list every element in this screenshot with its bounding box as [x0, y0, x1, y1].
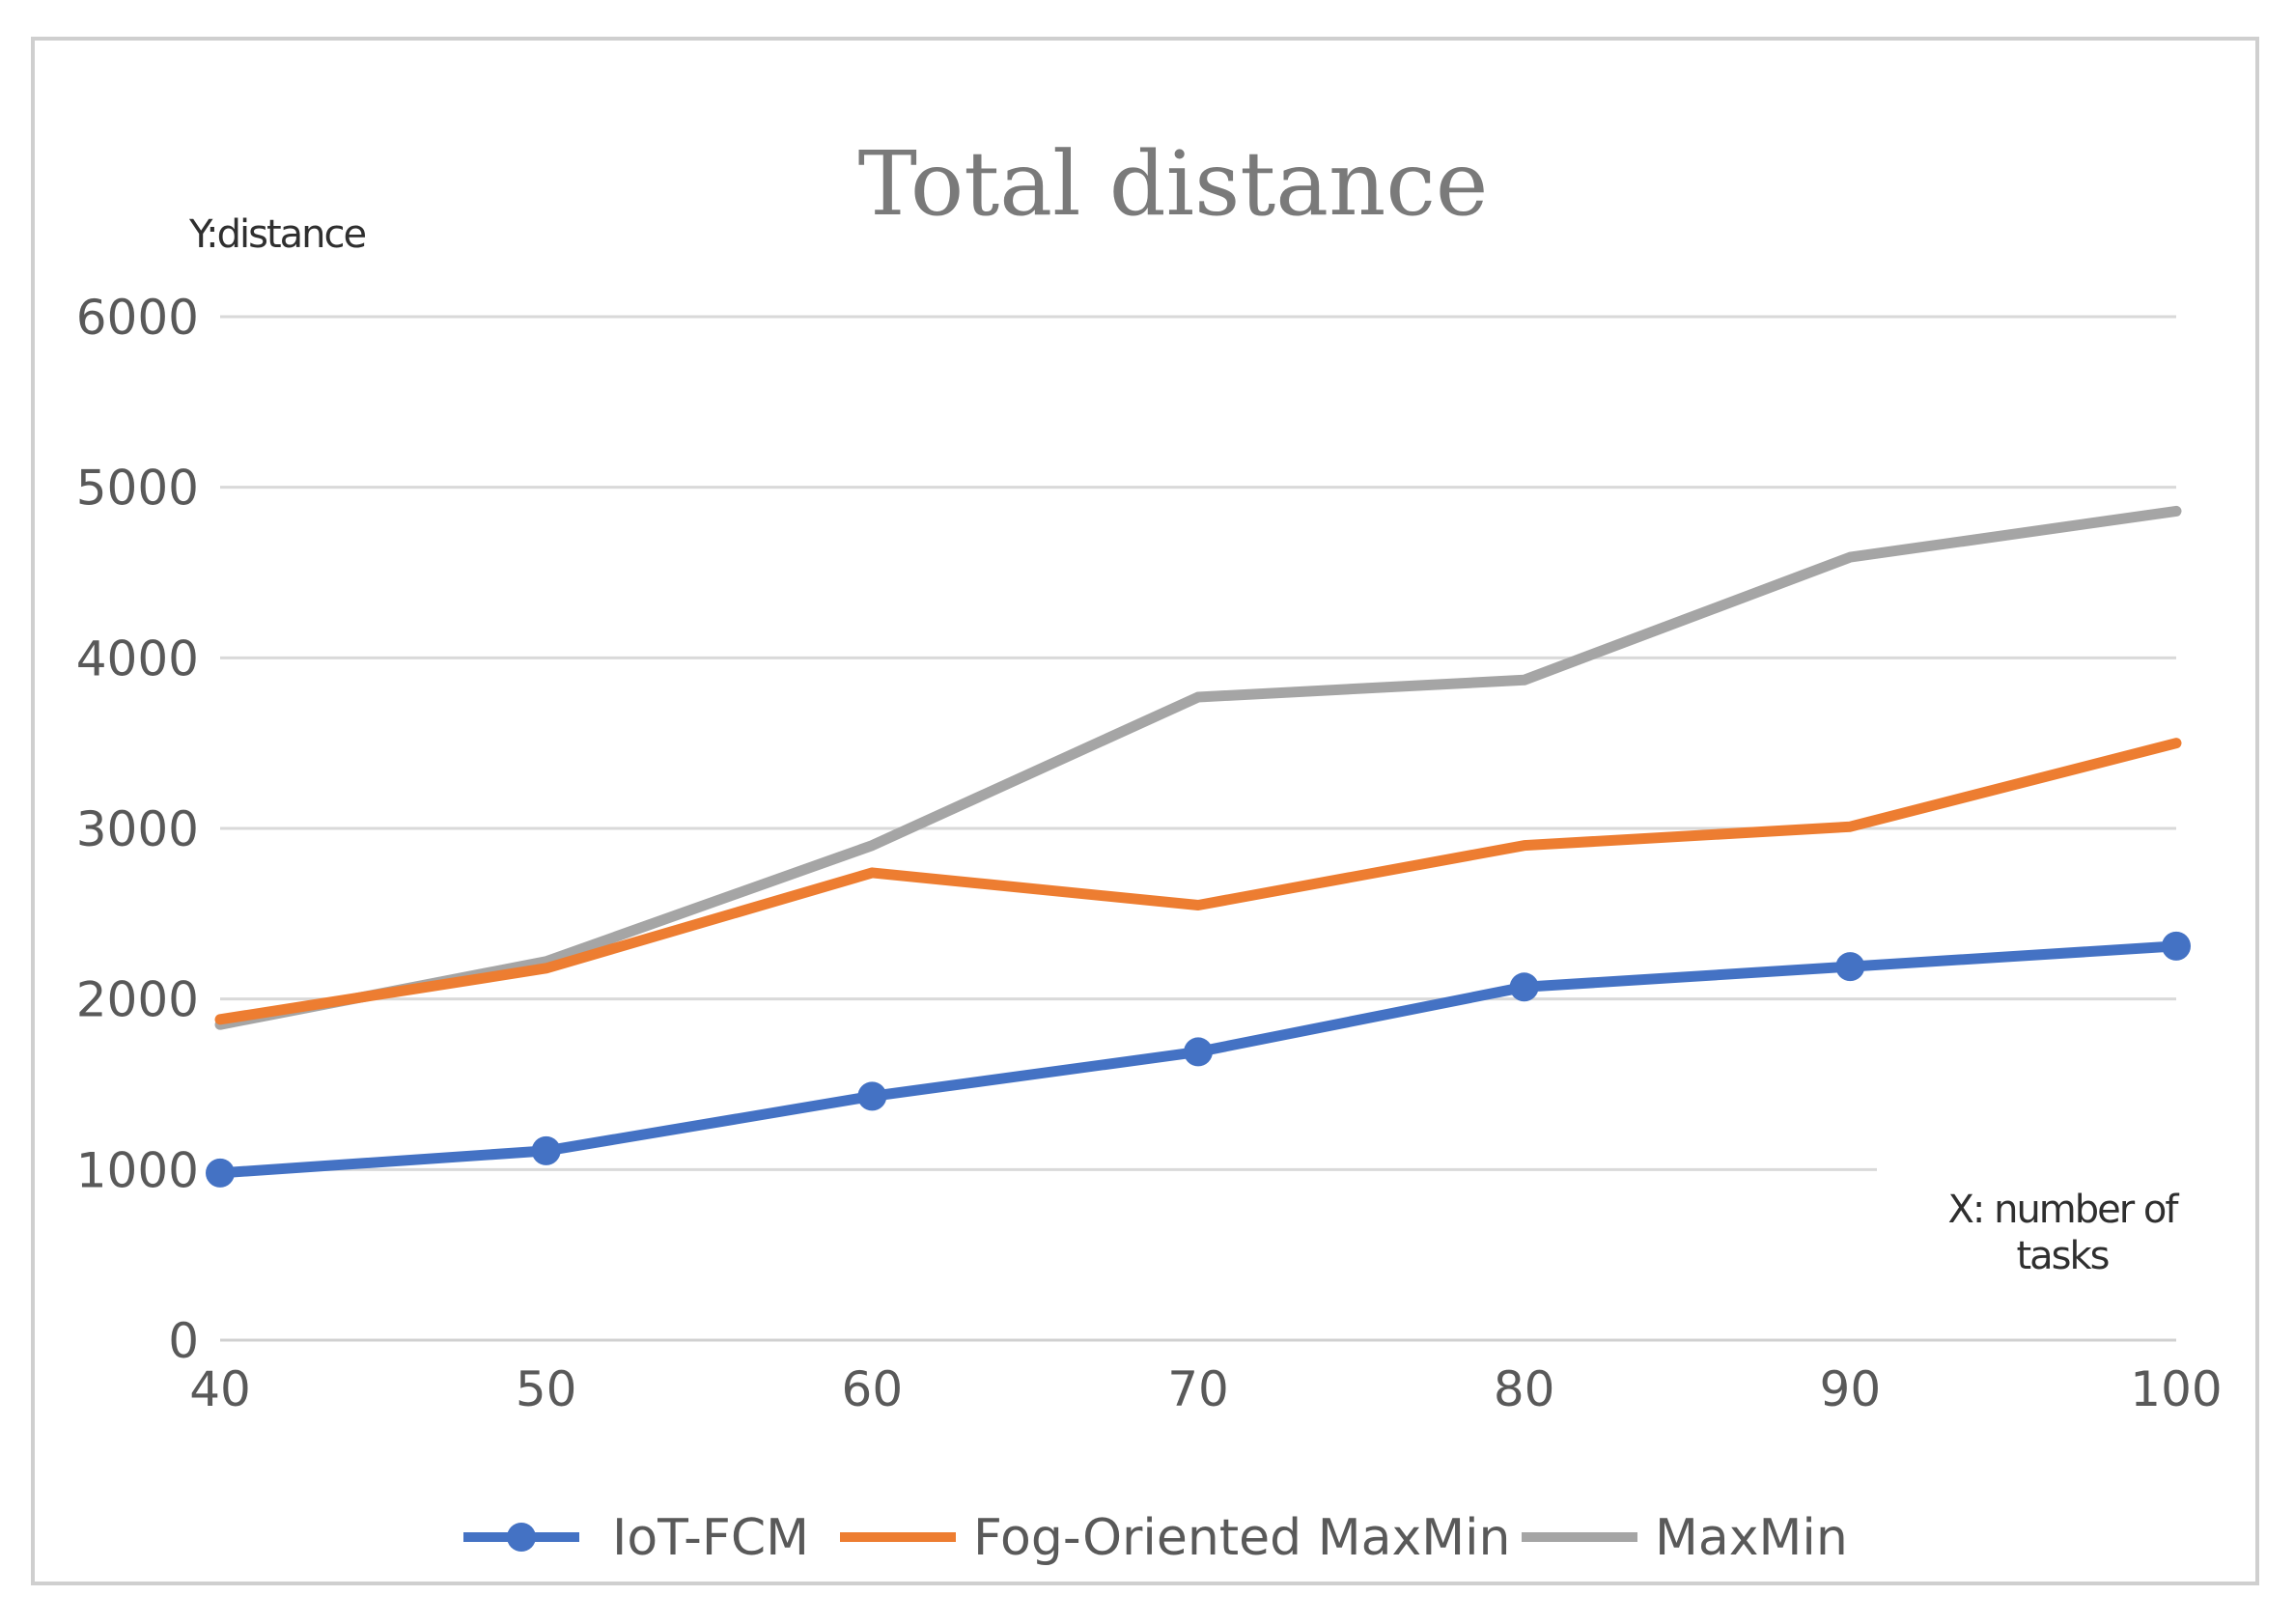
legend-label-maxmin: MaxMin	[1655, 1509, 1848, 1567]
data-point-iot-fcm	[531, 1135, 561, 1165]
y-tick-label: 5000	[76, 461, 199, 517]
data-point-iot-fcm	[1835, 952, 1865, 982]
legend-item-maxmin: MaxMin	[1522, 1509, 1848, 1567]
gridlines	[220, 315, 2176, 1342]
data-point-iot-fcm	[857, 1081, 887, 1111]
y-tick-labels: 0 1000 2000 3000 4000 5000 6000	[76, 290, 199, 1369]
x-tick-labels: 40 50 60 70 80 90 100	[189, 1361, 2223, 1417]
data-point-iot-fcm	[1509, 972, 1539, 1002]
y-tick-label: 6000	[76, 290, 199, 346]
y-tick-label: 4000	[76, 630, 199, 686]
series-line-fog-oriented-maxmin	[214, 738, 2182, 1025]
chart-title: Total distance	[858, 132, 1489, 236]
chart-frame	[31, 37, 2259, 1585]
x-tick-label: 80	[1494, 1361, 1555, 1417]
y-tick-label: 2000	[76, 972, 199, 1028]
x-tick-label: 60	[842, 1361, 904, 1417]
y-tick-label: 0	[168, 1313, 199, 1369]
series-line-maxmin	[214, 505, 2182, 1030]
x-tick-label: 50	[516, 1361, 577, 1417]
x-tick-label: 90	[1820, 1361, 1882, 1417]
legend-label-fog-oriented-maxmin: Fog-Oriented MaxMin	[973, 1509, 1511, 1567]
data-point-iot-fcm	[2162, 931, 2191, 961]
legend-item-iot-fcm: IoT-FCM	[463, 1509, 809, 1567]
y-tick-label: 1000	[76, 1142, 199, 1198]
legend: IoT-FCM Fog-Oriented MaxMin MaxMin	[463, 1509, 1848, 1567]
x-axis-label-line-1: X: number of	[1948, 1188, 2180, 1232]
x-tick-label: 100	[2130, 1361, 2222, 1417]
y-axis-label: Y:distance	[188, 212, 365, 257]
x-axis-label-line-2: tasks	[2016, 1234, 2108, 1278]
series-group	[206, 505, 2191, 1188]
legend-label-iot-fcm: IoT-FCM	[612, 1509, 809, 1567]
x-tick-label: 40	[189, 1361, 251, 1417]
legend-item-fog-oriented-maxmin: Fog-Oriented MaxMin	[840, 1509, 1511, 1567]
legend-marker-iot-fcm	[507, 1523, 536, 1552]
y-tick-label: 3000	[76, 801, 199, 857]
x-tick-label: 70	[1167, 1361, 1229, 1417]
data-point-iot-fcm	[206, 1158, 235, 1188]
data-point-iot-fcm	[1184, 1037, 1213, 1067]
